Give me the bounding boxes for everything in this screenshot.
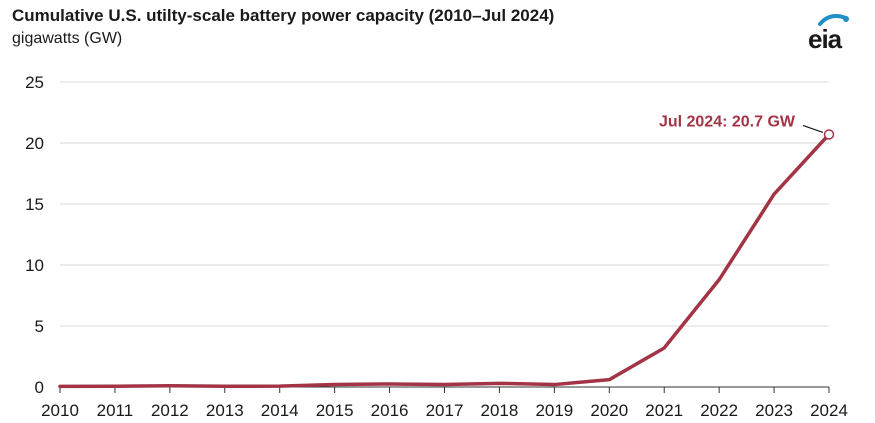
y-tick-label: 20 xyxy=(25,134,44,153)
annotation-layer: Jul 2024: 20.7 GW xyxy=(659,113,835,140)
y-tick-label: 25 xyxy=(25,73,44,92)
x-tick-label: 2018 xyxy=(481,401,519,420)
x-tick-label: 2011 xyxy=(97,401,134,420)
x-tick-label: 2021 xyxy=(645,401,683,420)
x-tick-label: 2013 xyxy=(206,401,244,420)
x-tick-label: 2015 xyxy=(316,401,354,420)
y-tick-label: 5 xyxy=(35,317,44,336)
x-tick-label: 2019 xyxy=(535,401,573,420)
y-tick-label: 15 xyxy=(25,195,44,214)
x-tick-labels: 2010 2011 2012 2013 2014 2015 2016 2017 2018 2019… xyxy=(41,401,848,420)
x-tick-label: 2014 xyxy=(261,401,299,420)
x-tick-label: 2023 xyxy=(755,401,793,420)
x-tick-label: 2024 xyxy=(810,401,848,420)
x-tick-label: 2012 xyxy=(151,401,189,420)
series-line-0 xyxy=(58,132,831,389)
chart-title: Cumulative U.S. utilty-scale battery pow… xyxy=(12,6,555,25)
y-tick-label: 10 xyxy=(25,256,44,275)
y-tick-label: 0 xyxy=(35,378,44,397)
x-tick-label: 2020 xyxy=(590,401,628,420)
x-tick-label: 2017 xyxy=(426,401,464,420)
eia-logo-arc-icon xyxy=(818,14,849,26)
chart-subtitle: gigawatts (GW) xyxy=(12,30,123,47)
grid-lines xyxy=(60,81,829,327)
x-tick-label: 2016 xyxy=(371,401,409,420)
x-tick-label: 2010 xyxy=(41,401,79,420)
eia-logo: eia xyxy=(806,10,856,54)
annotation-leader-line xyxy=(802,124,824,134)
x-tick-label: 2022 xyxy=(700,401,738,420)
annotation-marker xyxy=(823,129,835,140)
x-axis xyxy=(59,386,830,393)
y-tick-labels: 0 5 10 15 20 25 xyxy=(25,73,44,397)
annotation-label: Jul 2024: 20.7 GW xyxy=(659,113,796,130)
series-layer xyxy=(58,132,831,389)
eia-logo-text: eia xyxy=(808,24,842,54)
